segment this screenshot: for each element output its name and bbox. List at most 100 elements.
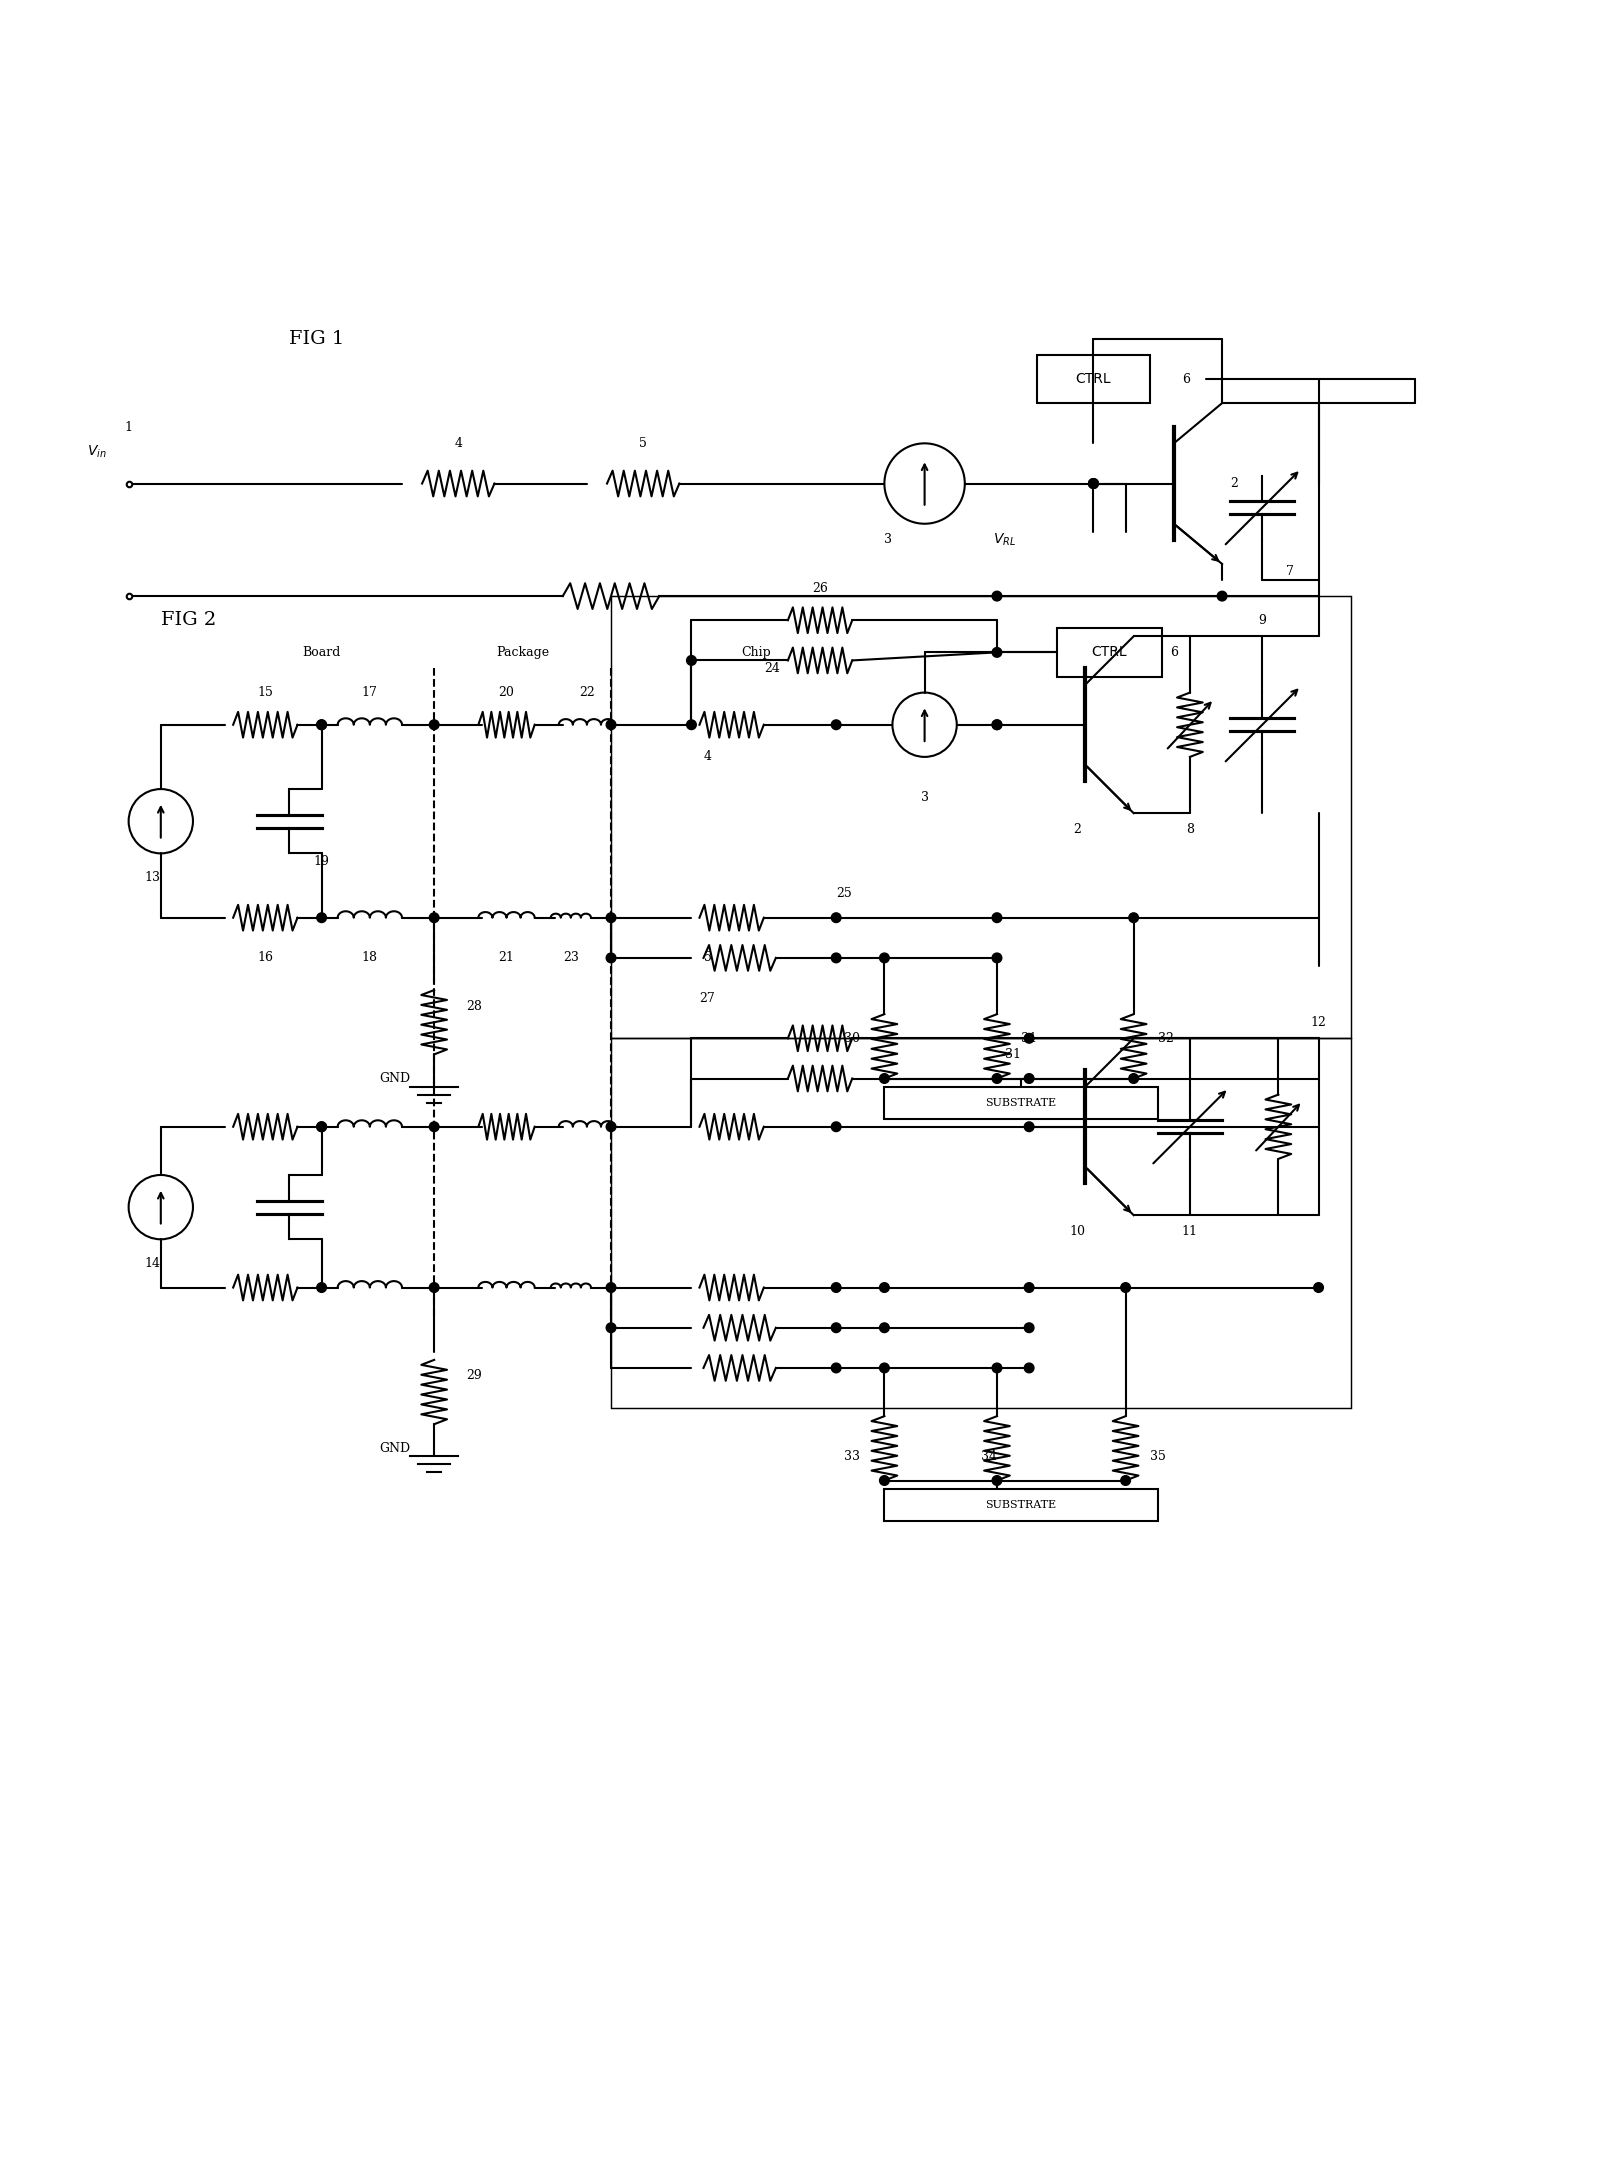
Text: 2: 2 bbox=[1073, 822, 1080, 835]
Circle shape bbox=[879, 1074, 889, 1083]
Text: 31: 31 bbox=[1004, 1048, 1020, 1061]
Text: 15: 15 bbox=[257, 686, 273, 699]
Circle shape bbox=[879, 1322, 889, 1333]
Text: FIG 2: FIG 2 bbox=[161, 610, 215, 630]
Text: 3: 3 bbox=[884, 533, 892, 546]
Text: 4: 4 bbox=[704, 751, 710, 764]
Text: GND: GND bbox=[379, 1441, 410, 1454]
Text: 23: 23 bbox=[562, 951, 579, 964]
Circle shape bbox=[992, 953, 1001, 962]
Circle shape bbox=[992, 1074, 1001, 1083]
Text: 18: 18 bbox=[362, 951, 378, 964]
Circle shape bbox=[686, 720, 696, 729]
Bar bbox=[1057, 628, 1162, 677]
Circle shape bbox=[992, 1363, 1001, 1372]
Text: 1: 1 bbox=[125, 421, 132, 434]
Text: 24: 24 bbox=[763, 662, 779, 675]
Circle shape bbox=[317, 912, 326, 923]
Text: Board: Board bbox=[302, 645, 341, 658]
Text: 7: 7 bbox=[1286, 565, 1294, 578]
Bar bbox=[611, 1038, 1350, 1409]
Text: 13: 13 bbox=[145, 871, 161, 884]
Circle shape bbox=[1120, 1283, 1130, 1292]
Circle shape bbox=[992, 912, 1001, 923]
Text: SUBSTRATE: SUBSTRATE bbox=[985, 1499, 1056, 1510]
Circle shape bbox=[686, 656, 696, 664]
Bar bbox=[884, 1488, 1157, 1521]
Circle shape bbox=[992, 720, 1001, 729]
Text: 5: 5 bbox=[704, 951, 710, 964]
Text: 16: 16 bbox=[257, 951, 273, 964]
Text: SUBSTRATE: SUBSTRATE bbox=[985, 1098, 1056, 1109]
Circle shape bbox=[992, 1475, 1001, 1486]
Circle shape bbox=[1088, 479, 1098, 487]
Text: 8: 8 bbox=[1186, 822, 1192, 835]
Circle shape bbox=[606, 1322, 615, 1333]
Circle shape bbox=[879, 953, 889, 962]
Text: FIG 1: FIG 1 bbox=[289, 330, 344, 347]
Circle shape bbox=[606, 912, 615, 923]
Circle shape bbox=[317, 1122, 326, 1132]
Text: 19: 19 bbox=[313, 854, 329, 867]
Text: 12: 12 bbox=[1310, 1016, 1326, 1029]
Circle shape bbox=[317, 720, 326, 729]
Text: 21: 21 bbox=[498, 951, 514, 964]
Text: 34: 34 bbox=[980, 1450, 996, 1462]
Text: Package: Package bbox=[495, 645, 550, 658]
Bar bbox=[611, 595, 1350, 1038]
Text: 33: 33 bbox=[844, 1450, 860, 1462]
Circle shape bbox=[606, 1283, 615, 1292]
Text: 17: 17 bbox=[362, 686, 378, 699]
Text: GND: GND bbox=[379, 1072, 410, 1085]
Text: 32: 32 bbox=[1157, 1031, 1173, 1044]
Circle shape bbox=[317, 720, 326, 729]
Text: 35: 35 bbox=[1149, 1450, 1165, 1462]
Circle shape bbox=[1120, 1475, 1130, 1486]
Text: 4: 4 bbox=[455, 438, 461, 451]
Circle shape bbox=[879, 1283, 889, 1292]
Text: 14: 14 bbox=[145, 1258, 161, 1270]
Circle shape bbox=[429, 1283, 439, 1292]
Circle shape bbox=[831, 1283, 840, 1292]
Circle shape bbox=[606, 953, 615, 962]
Circle shape bbox=[606, 720, 615, 729]
Text: 26: 26 bbox=[812, 582, 828, 595]
Text: 11: 11 bbox=[1181, 1225, 1197, 1238]
Text: 20: 20 bbox=[498, 686, 514, 699]
Circle shape bbox=[992, 647, 1001, 658]
Circle shape bbox=[1024, 1363, 1033, 1372]
Text: CTRL: CTRL bbox=[1075, 371, 1110, 386]
Bar bbox=[1037, 356, 1149, 403]
Circle shape bbox=[831, 912, 840, 923]
Bar bbox=[884, 1087, 1157, 1119]
Circle shape bbox=[1024, 1033, 1033, 1044]
Text: Chip: Chip bbox=[741, 645, 770, 658]
Circle shape bbox=[992, 591, 1001, 602]
Text: 30: 30 bbox=[844, 1031, 860, 1044]
Text: $V_{in}$: $V_{in}$ bbox=[87, 442, 106, 459]
Circle shape bbox=[831, 720, 840, 729]
Circle shape bbox=[606, 1122, 615, 1132]
Circle shape bbox=[1024, 1122, 1033, 1132]
Text: $V_{RL}$: $V_{RL}$ bbox=[993, 531, 1016, 548]
Circle shape bbox=[831, 1122, 840, 1132]
Text: 22: 22 bbox=[579, 686, 595, 699]
Circle shape bbox=[1128, 912, 1138, 923]
Text: 6: 6 bbox=[1170, 645, 1178, 658]
Text: CTRL: CTRL bbox=[1091, 645, 1127, 660]
Circle shape bbox=[429, 1122, 439, 1132]
Circle shape bbox=[992, 720, 1001, 729]
Text: 31: 31 bbox=[1020, 1031, 1037, 1044]
Text: 3: 3 bbox=[921, 792, 927, 805]
Text: 29: 29 bbox=[466, 1370, 482, 1383]
Circle shape bbox=[1024, 1283, 1033, 1292]
Text: 2: 2 bbox=[1229, 477, 1237, 490]
Circle shape bbox=[831, 1363, 840, 1372]
Circle shape bbox=[1216, 591, 1226, 602]
Text: 25: 25 bbox=[836, 887, 852, 899]
Circle shape bbox=[1088, 479, 1098, 487]
Text: 27: 27 bbox=[699, 992, 715, 1005]
Circle shape bbox=[831, 953, 840, 962]
Circle shape bbox=[317, 1122, 326, 1132]
Circle shape bbox=[1313, 1283, 1323, 1292]
